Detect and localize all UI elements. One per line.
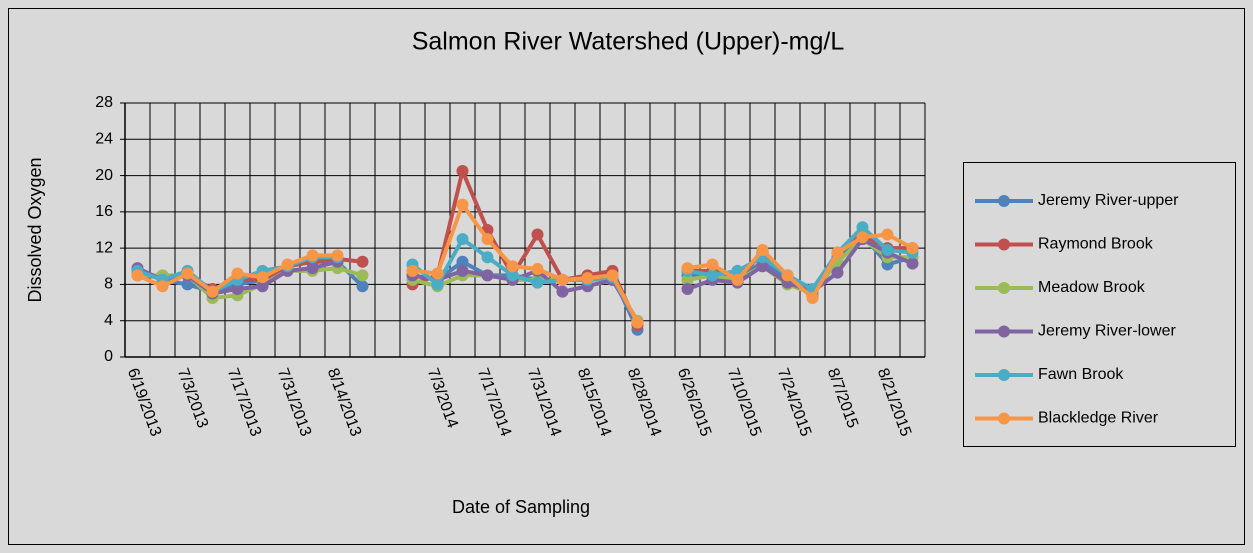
series-marker xyxy=(431,267,444,280)
series-marker xyxy=(556,285,569,298)
series-marker xyxy=(506,269,519,282)
series-marker xyxy=(681,262,694,275)
series-marker xyxy=(181,267,194,280)
series-marker xyxy=(581,272,594,285)
legend-swatch-marker xyxy=(998,282,1010,294)
series-marker xyxy=(881,243,894,256)
series-marker xyxy=(206,285,219,298)
series-marker xyxy=(131,269,144,282)
series-marker xyxy=(631,316,644,329)
series-marker xyxy=(456,233,469,246)
series-marker xyxy=(456,165,469,178)
y-tick-label: 4 xyxy=(104,312,113,329)
y-tick-label: 12 xyxy=(95,239,113,256)
legend-swatch-marker xyxy=(998,238,1010,251)
legend-box xyxy=(963,162,1236,447)
series-marker xyxy=(481,233,494,246)
chart-title: Salmon River Watershed (Upper)-mg/L xyxy=(412,28,845,56)
series-marker xyxy=(481,269,494,282)
series-marker xyxy=(856,221,869,234)
series-marker xyxy=(256,280,269,293)
legend-label: Jeremy River-lower xyxy=(1038,323,1176,340)
y-tick-label: 16 xyxy=(95,203,113,220)
y-axis-label: Dissolved Oxygen xyxy=(25,157,45,302)
series-marker xyxy=(456,264,469,277)
y-tick-label: 20 xyxy=(95,167,113,184)
series-line xyxy=(687,232,914,301)
series-marker xyxy=(506,260,519,273)
series-marker xyxy=(156,280,169,293)
series-marker xyxy=(481,251,494,264)
series-marker xyxy=(181,278,194,291)
series-marker xyxy=(706,258,719,271)
series-marker xyxy=(356,269,369,282)
series-marker xyxy=(231,267,244,280)
x-axis-label: Date of Sampling xyxy=(452,497,590,517)
legend-label: Meadow Brook xyxy=(1038,279,1146,296)
legend-label: Fawn Brook xyxy=(1038,366,1124,383)
legend-label: Raymond Brook xyxy=(1038,236,1154,253)
series-marker xyxy=(906,242,919,255)
legend-swatch-marker xyxy=(998,369,1010,381)
series-marker xyxy=(456,198,469,211)
series-marker xyxy=(356,255,369,268)
series-marker xyxy=(906,257,919,270)
series-marker xyxy=(681,273,694,286)
series-marker xyxy=(331,249,344,262)
series-marker xyxy=(256,271,269,284)
legend-label: Blackledge River xyxy=(1038,410,1159,427)
series-marker xyxy=(731,273,744,286)
series-marker xyxy=(231,282,244,295)
series-marker xyxy=(606,269,619,282)
series-marker xyxy=(756,260,769,273)
series-marker xyxy=(781,269,794,282)
y-tick-label: 8 xyxy=(104,276,113,293)
series-marker xyxy=(706,269,719,282)
series-marker xyxy=(406,264,419,277)
series-marker xyxy=(556,273,569,286)
series-marker xyxy=(306,262,319,275)
series-marker xyxy=(356,280,369,293)
series-marker xyxy=(831,266,844,279)
y-tick-label: 0 xyxy=(104,348,113,365)
series-line xyxy=(411,169,640,327)
series-marker xyxy=(806,292,819,305)
legend-swatch-marker xyxy=(998,325,1010,338)
series-line xyxy=(412,268,640,324)
series-marker xyxy=(831,246,844,259)
series-marker xyxy=(306,249,319,262)
series-marker xyxy=(431,278,444,291)
series-line xyxy=(412,202,640,324)
series-marker xyxy=(681,282,694,295)
series-marker xyxy=(531,263,544,276)
legend-swatch-marker xyxy=(998,195,1010,207)
series-marker xyxy=(281,258,294,271)
series-marker xyxy=(881,228,894,241)
legend-swatch-marker xyxy=(998,412,1010,425)
series-marker xyxy=(756,243,769,256)
series-marker xyxy=(856,231,869,244)
series-marker xyxy=(456,255,469,268)
legend-label: Jeremy River-upper xyxy=(1038,192,1179,209)
series-marker xyxy=(531,276,544,289)
y-tick-label: 24 xyxy=(95,131,113,148)
series-marker xyxy=(531,228,544,241)
y-tick-label: 28 xyxy=(95,94,113,111)
